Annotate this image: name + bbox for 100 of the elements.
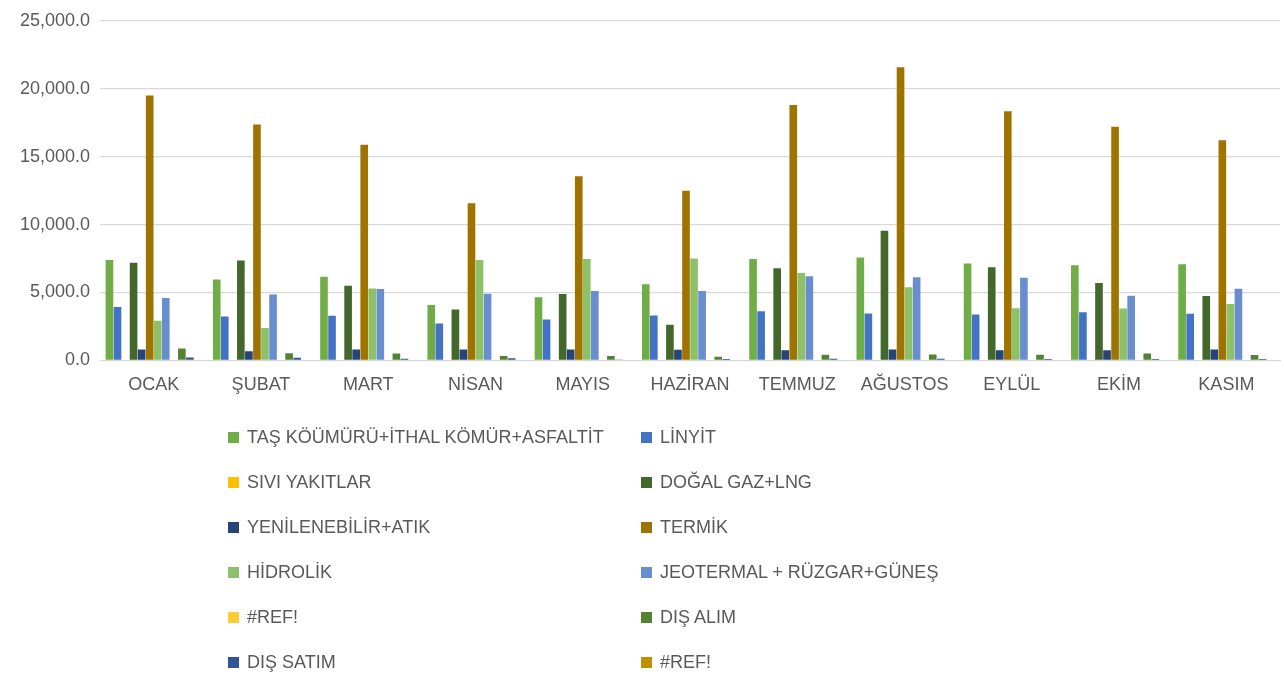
bar: [995, 350, 1004, 360]
bar: [1111, 126, 1119, 360]
bar: [1012, 308, 1020, 360]
y-tick-label: 5,000.0: [30, 281, 91, 302]
bar: [1020, 277, 1028, 360]
bar: [1226, 303, 1235, 360]
bar: [1071, 265, 1079, 360]
x-tick-label: TEMMUZ: [758, 374, 836, 395]
bar: [714, 356, 723, 360]
bar: [690, 258, 698, 360]
legend-label: TERMİK: [660, 516, 729, 538]
bar: [641, 284, 650, 360]
legend-label: DOĞAL GAZ+LNG: [660, 471, 812, 493]
bar: [582, 259, 591, 360]
y-tick-label: 25,000.0: [19, 9, 91, 30]
bar: [650, 315, 658, 360]
bar: [971, 314, 980, 360]
legend-label: DIŞ SATIM: [247, 651, 336, 673]
bar: [376, 289, 385, 360]
bar: [896, 67, 905, 360]
bar: [757, 311, 765, 360]
bar: [674, 349, 682, 360]
x-tick-label: HAZİRAN: [650, 374, 730, 395]
bar: [534, 297, 543, 360]
bar: [963, 263, 972, 360]
bar: [607, 356, 615, 360]
bar: [558, 294, 567, 360]
bar: [475, 260, 484, 360]
bar: [880, 230, 889, 360]
bar: [161, 298, 170, 360]
bar: [1178, 264, 1186, 360]
x-tick-label: ŞUBAT: [231, 374, 291, 395]
bar: [698, 291, 706, 360]
bar: [574, 176, 583, 360]
legend-label: JEOTERMAL + RÜZGAR+GÜNEŞ: [660, 561, 939, 583]
bar: [328, 315, 336, 360]
bar: [261, 328, 269, 360]
bar: [789, 104, 798, 360]
bar: [220, 316, 229, 360]
bar: [773, 268, 782, 360]
legend-label: YENİLENEBİLİR+ATIK: [247, 516, 431, 538]
bar: [153, 320, 162, 360]
bar: [253, 124, 261, 360]
legend-label: #REF!: [660, 651, 712, 673]
bar: [1210, 349, 1219, 360]
bar: [1250, 355, 1259, 360]
bar: [1202, 296, 1211, 360]
x-tick-label: OCAK: [128, 374, 180, 395]
bar: [360, 144, 369, 360]
bar: [368, 288, 377, 360]
bar: [1143, 353, 1152, 360]
bar: [237, 260, 245, 360]
bar: [1119, 308, 1127, 360]
y-tick-label: 15,000.0: [19, 145, 91, 166]
legend-label: SIVI YAKITLAR: [247, 471, 372, 493]
x-tick-label: NİSAN: [447, 374, 504, 395]
bar: [821, 354, 830, 360]
bar: [1003, 111, 1012, 360]
x-tick-label: KASIM: [1198, 374, 1255, 395]
bar: [987, 267, 996, 360]
bar: [682, 190, 690, 360]
bar: [285, 353, 293, 360]
y-tick-label: 10,000.0: [19, 213, 91, 234]
bar: [1103, 350, 1111, 360]
bar: [178, 348, 186, 360]
bar: [1127, 295, 1135, 360]
x-tick-label: EKİM: [1097, 374, 1142, 395]
bar: [1218, 140, 1227, 360]
bar: [145, 95, 154, 360]
bar: [186, 357, 194, 360]
x-tick-label: AĞUSTOS: [860, 373, 949, 395]
x-tick-label: EYLÜL: [983, 374, 1041, 395]
bar: [427, 304, 436, 360]
bar: [749, 259, 757, 360]
y-tick-label: 20,000.0: [19, 77, 91, 98]
bar: [320, 276, 328, 360]
bar: [269, 294, 277, 360]
x-tick-label: MART: [342, 374, 394, 395]
bar: [1186, 313, 1194, 360]
bar: [129, 262, 138, 360]
bar: [856, 257, 865, 360]
bar: [105, 259, 114, 360]
legend-label: #REF!: [247, 606, 299, 628]
bar: [344, 285, 352, 360]
x-tick-label: MAYIS: [555, 374, 611, 395]
bar: [392, 353, 401, 360]
bar: [928, 354, 937, 360]
bar: [1036, 354, 1044, 360]
bar: [352, 349, 360, 360]
bar: [666, 324, 674, 360]
bar: [467, 203, 476, 360]
bar: [483, 293, 492, 360]
bar: [245, 351, 253, 360]
bar: [113, 306, 122, 360]
bar: [912, 277, 921, 360]
legend-label: LİNYİT: [660, 426, 717, 448]
bar: [904, 287, 913, 360]
bar: [797, 272, 806, 360]
bar: [781, 350, 790, 360]
y-tick-label: 0.0: [65, 349, 91, 370]
